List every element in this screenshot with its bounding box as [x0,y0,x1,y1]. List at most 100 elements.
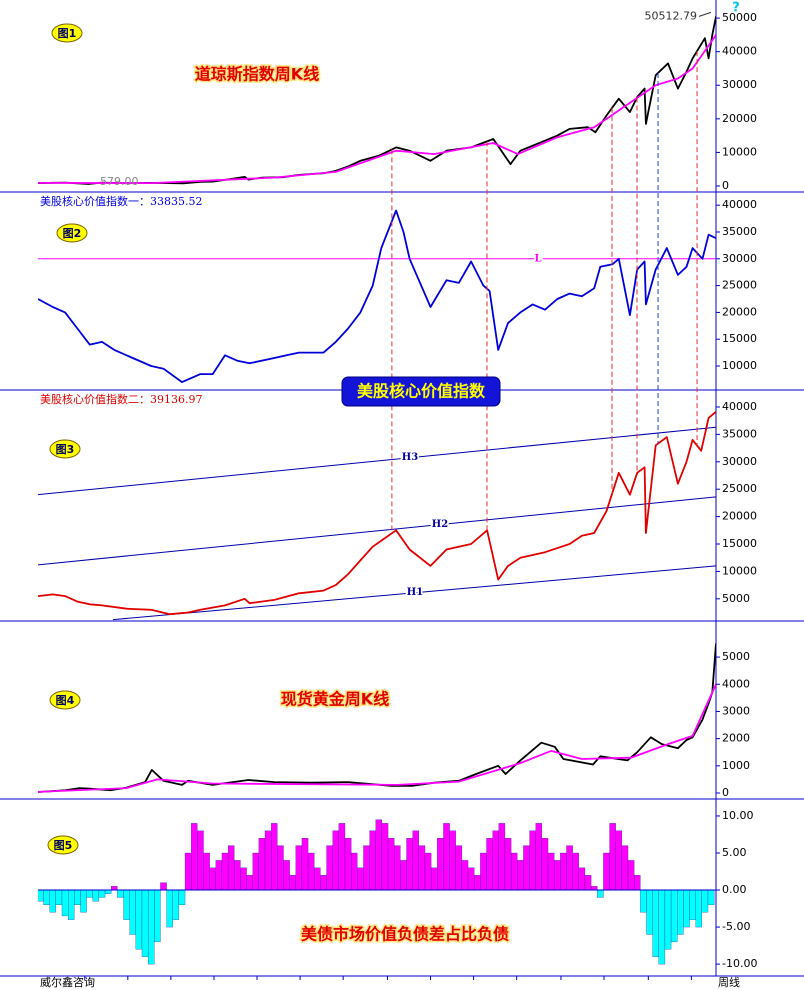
header-value: 39136.97 [150,393,203,406]
line [38,34,716,184]
bar [418,845,426,891]
bar [98,889,106,898]
bar [221,852,229,891]
bar [314,867,321,891]
y-tick-label: 15000 [722,332,757,345]
bar [289,875,296,891]
bar [326,845,333,891]
y-tick-label: 40000 [722,400,757,413]
annotation-arrow [698,11,712,17]
y-tick-label: 35000 [722,225,757,238]
period: 周线 [718,975,740,989]
bar [646,889,653,935]
bar [234,860,241,891]
y-tick-label: 40000 [722,198,757,211]
y-tick-label: 35000 [722,427,757,440]
bar [203,852,210,891]
bar [658,889,666,965]
bar [554,860,561,891]
trend-label: H1 [407,587,423,598]
bar [283,860,290,891]
badge: 图3 [56,443,75,456]
y-tick-label: 0 [722,786,729,799]
panel [38,411,716,621]
bar [461,860,469,891]
bar [566,845,573,891]
bar [104,889,112,894]
bar [135,889,143,950]
bar [111,886,118,891]
bar [154,889,161,943]
bar [92,889,100,902]
banner: 美股核心价值指数 [357,382,486,401]
bar [474,875,481,891]
bar [627,860,635,891]
bar [86,889,93,898]
bar [621,845,629,891]
panel-title: 美债市场价值负债差占比负债 [301,925,509,944]
bar [523,845,530,891]
bar [147,889,155,965]
bar [498,823,506,891]
bar [172,889,180,920]
panel-header: 美股核心价值指数二：39136.97 [40,392,203,406]
bar [351,852,358,891]
trend-label: H3 [402,452,418,463]
annotation: 579.00 [100,175,139,188]
header-label: 美股核心价值指数一： [40,194,150,208]
bar [430,867,438,891]
bar [80,889,87,913]
y-tick-label: 10000 [722,145,757,158]
bar [344,838,352,891]
bar [486,838,493,891]
y-tick-label: 10000 [722,564,757,577]
y-tick-label: 20000 [722,510,757,523]
panel [38,819,716,965]
help-icon[interactable]: ? [732,1,740,16]
bar [338,823,346,891]
y-tick-label: 1000 [722,759,750,772]
bar [443,823,450,891]
bar [43,889,50,906]
bar [547,852,555,891]
bar [707,889,715,906]
badge-shape [47,835,79,855]
y-tick-label: 20000 [722,112,757,125]
bar [178,889,186,906]
bar [307,852,315,891]
bar [517,860,524,891]
bar [387,838,395,891]
bar [394,845,401,891]
bar [535,823,543,891]
bar [492,830,499,891]
bar [578,867,586,891]
badge: 图5 [54,839,73,852]
y-tick-label: 30000 [722,78,757,91]
bar [634,875,641,891]
bar [240,867,247,891]
panel-title: 现货黄金周K线 [281,690,389,709]
y-tick-label: 30000 [722,455,757,468]
bar [49,889,56,913]
bar [412,830,419,891]
badge: 图4 [56,694,75,707]
bar [277,845,284,891]
bar [363,845,370,891]
line [38,643,716,793]
bar [117,889,124,898]
y-tick-label: 10000 [722,359,757,372]
y-tick-label: -10.00 [722,957,757,970]
bar [295,845,303,891]
bar [424,852,432,891]
overlay: 美股核心价值指数 [341,376,501,407]
bar [369,830,376,891]
bar [332,830,340,891]
y-tick-label: 30000 [722,252,757,265]
bar [541,838,549,891]
y-tick-label: 25000 [722,482,757,495]
y-tick-label: 10.00 [722,809,754,822]
panel-header: 美股核心价值指数一：33835.52 [40,194,203,208]
bar [652,889,659,957]
header-label: 美股核心价值指数二： [40,392,150,406]
